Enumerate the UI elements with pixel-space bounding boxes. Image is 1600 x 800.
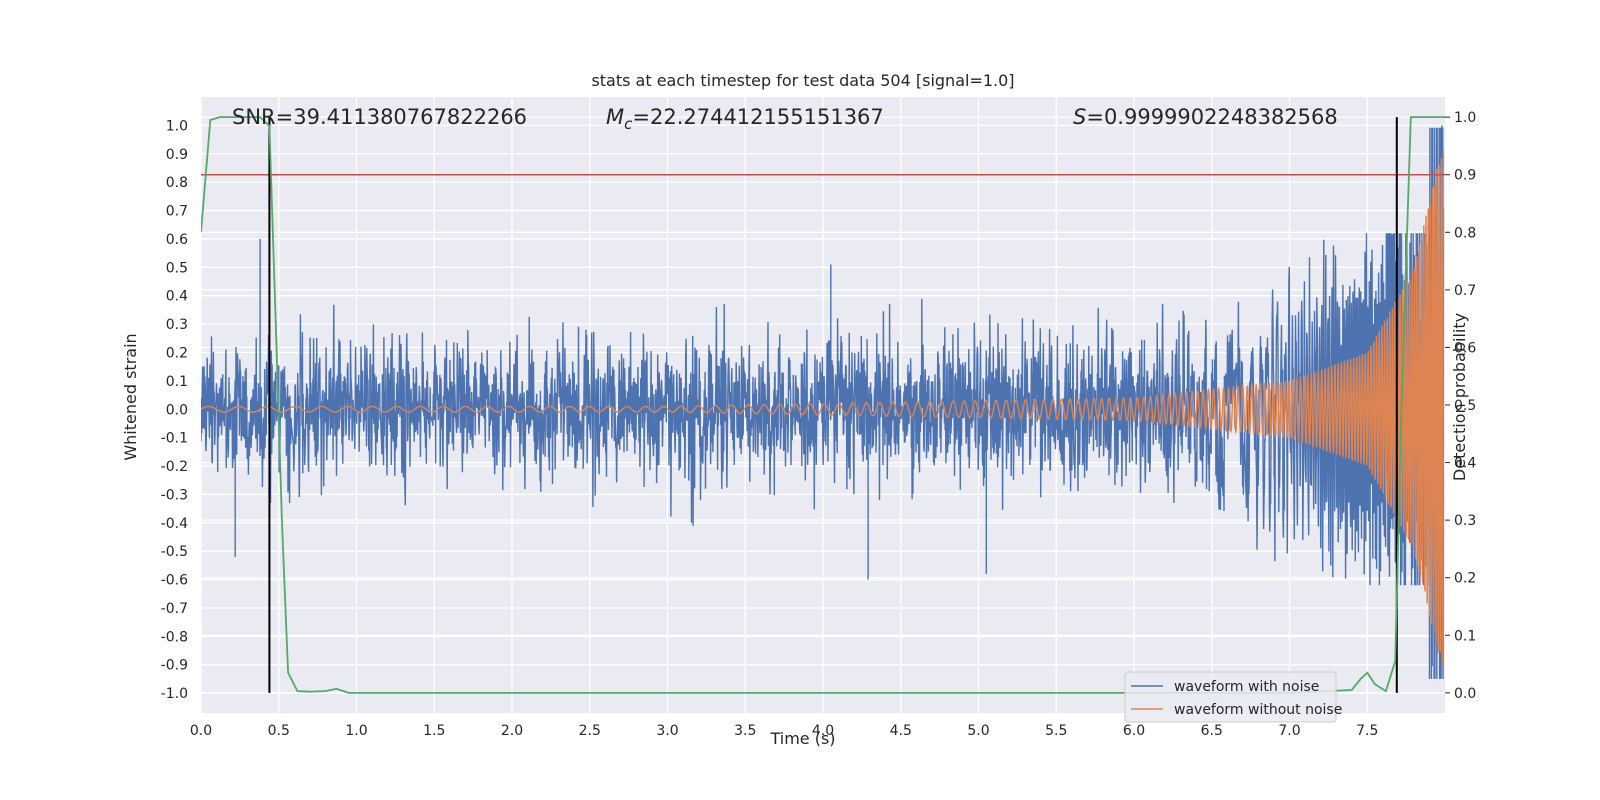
y2-tick-label: 0.8 — [1454, 225, 1476, 241]
s-symbol: S — [1073, 105, 1086, 129]
y-axis-ticks: 1.0 0.9 0.8 0.7 0.6 0.5 0.4 0.3 0.2 0.1 0.0 -0.1 -0.… — [161, 118, 188, 702]
legend: waveform with noise waveform without noi… — [1124, 671, 1342, 723]
x-tick-label: 2.0 — [501, 723, 523, 739]
x-tick-label: 7.0 — [1278, 723, 1300, 739]
y2-axis-label: Detection probability — [1450, 313, 1469, 481]
y2-tick-label: 1.0 — [1454, 110, 1476, 126]
y-tick-label: -0.2 — [161, 459, 188, 475]
y2-tick-label: 0.0 — [1454, 686, 1476, 702]
y2-tick-label: 0.7 — [1454, 283, 1476, 299]
x-tick-label: 3.5 — [734, 723, 756, 739]
legend-box — [1124, 671, 1337, 723]
y-tick-label: 0.6 — [166, 232, 188, 248]
y-tick-label: 0.5 — [166, 260, 188, 276]
x-axis-ticks: 0.0 0.5 1.0 1.5 2.0 2.5 3.0 3.5 4.0 4.5 5.0 5.5 6.0 6… — [190, 723, 1379, 739]
x-tick-label: 5.0 — [967, 723, 989, 739]
y-tick-label: 0.7 — [166, 204, 188, 220]
y-tick-label: -0.6 — [161, 573, 188, 589]
x-tick-label: 4.0 — [812, 723, 834, 739]
y-tick-label: -0.5 — [161, 544, 188, 560]
y2-tick-label: 0.5 — [1454, 398, 1476, 414]
y2-tick-label: 0.6 — [1454, 340, 1476, 356]
y2-tick-label: 0.9 — [1454, 168, 1476, 184]
mc-symbol: M — [606, 105, 624, 129]
y-axis-label: Whitened strain — [121, 333, 140, 460]
x-tick-label: 1.5 — [423, 723, 445, 739]
mc-subscript: c — [624, 115, 633, 133]
y2-tick-label: 0.3 — [1454, 513, 1476, 529]
y-tick-label: 0.8 — [166, 175, 188, 191]
legend-label-noisy: waveform with noise — [1174, 679, 1319, 695]
y-tick-label: -0.4 — [161, 516, 188, 532]
y-tick-label: -0.7 — [161, 601, 188, 617]
x-tick-label: 7.5 — [1356, 723, 1378, 739]
x-tick-label: 0.0 — [190, 723, 212, 739]
y-tick-label: -0.9 — [161, 658, 188, 674]
x-tick-label: 0.5 — [268, 723, 290, 739]
y-tick-label: -0.1 — [161, 431, 188, 447]
mc-value: =22.274412155151367 — [632, 105, 883, 129]
x-axis-label: Time (s) — [769, 729, 835, 748]
series-detection-probability — [201, 116, 1445, 694]
x-tick-label: 1.0 — [345, 723, 367, 739]
y-tick-label: 0.1 — [166, 374, 188, 390]
legend-label-clean: waveform without noise — [1174, 702, 1342, 718]
chirp-mass-annotation: Mc=22.274412155151367 — [606, 105, 884, 133]
x-tick-label: 6.0 — [1123, 723, 1145, 739]
x-tick-label: 4.5 — [890, 723, 912, 739]
y-tick-label: -0.8 — [161, 629, 188, 645]
y-tick-label: 0.3 — [166, 317, 188, 333]
y-tick-label: 1.0 — [166, 118, 188, 134]
y-tick-label: 0.4 — [166, 289, 188, 305]
snr-annotation: SNR=39.411380767822266 — [232, 105, 527, 129]
score-annotation: S=0.9999902248382568 — [1073, 105, 1338, 129]
y2-tick-label: 0.1 — [1454, 628, 1476, 644]
y-tick-label: 0.2 — [166, 345, 188, 361]
x-tick-label: 6.5 — [1201, 723, 1223, 739]
s-value: =0.9999902248382568 — [1086, 105, 1337, 129]
x-tick-label: 2.5 — [579, 723, 601, 739]
y-tick-label: -0.3 — [161, 487, 188, 503]
x-tick-label: 5.5 — [1045, 723, 1067, 739]
y2-tick-label: 0.4 — [1454, 456, 1476, 472]
x-tick-label: 3.0 — [656, 723, 678, 739]
chart-title: stats at each timestep for test data 504… — [591, 71, 1014, 90]
y-tick-label: -1.0 — [161, 686, 188, 702]
y2-tick-label: 0.2 — [1454, 571, 1476, 587]
y-tick-label: 0.0 — [166, 402, 188, 418]
y-tick-label: 0.9 — [166, 147, 188, 163]
series-waveform-without-noise — [201, 150, 1445, 666]
y2-axis-ticks: 1.0 0.9 0.8 0.7 0.6 0.5 0.4 0.3 0.2 0.1 0.0 — [1445, 110, 1476, 702]
